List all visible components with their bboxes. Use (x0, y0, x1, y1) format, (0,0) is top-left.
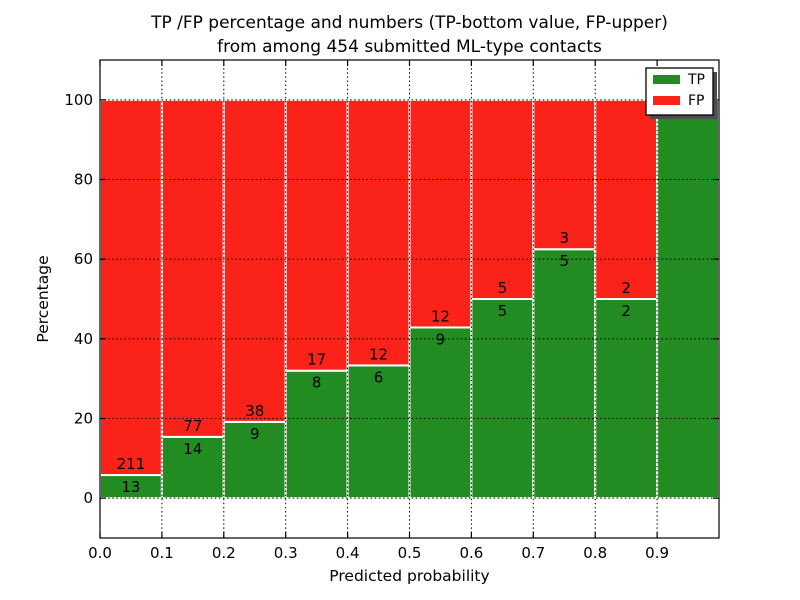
tp-count-label: 8 (312, 374, 322, 392)
y-axis-label: Percentage (34, 255, 52, 342)
bar-fp-segment (99, 98, 163, 477)
bar-fp-segment (222, 98, 287, 423)
fp-count-label: 211 (117, 455, 146, 473)
x-tick-label: 0.7 (521, 544, 545, 562)
tp-count-label: 9 (250, 425, 260, 443)
x-tick-label: 0.4 (336, 544, 360, 562)
fp-count-label: 38 (245, 402, 264, 420)
tp-count-label: 14 (183, 440, 202, 458)
tick-labels-layer: 0.0 0.1 0.2 0.3 0.4 0.5 0.6 0.7 0.8 0.9 0 20 40 60 80 1… (64, 91, 669, 562)
bar-tp-segment (594, 298, 659, 500)
axes-frame-layer (99, 59, 720, 539)
fp-count-label: 77 (183, 417, 202, 435)
bar-fp-segment (160, 98, 225, 438)
bar-fp-segment (408, 98, 473, 329)
x-axis-label: Predicted probability (329, 567, 489, 585)
bars-layer (99, 98, 720, 500)
fp-count-label: 3 (559, 229, 569, 247)
tp-count-label: 6 (374, 368, 384, 386)
bar-fp-segment (284, 98, 349, 372)
y-tick-label: 40 (74, 330, 93, 348)
y-tick-label: 20 (74, 410, 93, 428)
legend: TP FP (645, 67, 717, 119)
tp-count-label: 13 (121, 478, 140, 496)
x-tick-label: 0.1 (150, 544, 174, 562)
x-tick-label: 0.6 (459, 544, 483, 562)
grid-layer (100, 60, 719, 538)
legend-label-tp: TP (687, 72, 705, 88)
tp-count-label: 2 (621, 302, 631, 320)
tp-count-label: 5 (559, 252, 569, 270)
bar-tp-segment (470, 298, 535, 500)
tp-count-label: 5 (498, 302, 508, 320)
bar-tp-segment (656, 98, 720, 500)
bar-fp-segment (532, 98, 597, 251)
bar-fp-segment (470, 98, 535, 301)
y-tick-label: 60 (74, 250, 93, 268)
x-tick-label: 0.3 (274, 544, 298, 562)
legend-label-fp: FP (688, 93, 705, 109)
y-tick-label: 100 (64, 91, 93, 109)
legend-swatch-tp (653, 75, 680, 84)
chart-title-line2: from among 454 submitted ML-type contact… (217, 37, 602, 57)
fp-count-label: 2 (621, 279, 631, 297)
legend-swatch-fp (653, 96, 680, 105)
y-tick-label: 0 (83, 489, 93, 507)
x-tick-label: 0.2 (212, 544, 236, 562)
x-tick-label: 0.5 (398, 544, 422, 562)
chart-title-line1: TP /FP percentage and numbers (TP-bottom… (150, 13, 668, 33)
fp-count-label: 12 (431, 307, 450, 325)
fp-count-label: 12 (369, 345, 388, 363)
bar-fp-segment (594, 98, 659, 301)
fp-count-label: 5 (498, 279, 508, 297)
bar-fp-segment (346, 98, 411, 367)
bar-tp-segment (532, 248, 597, 500)
tp-count-label: 9 (436, 330, 446, 348)
x-tick-label: 0.8 (583, 544, 607, 562)
fp-count-label: 17 (307, 351, 326, 369)
y-tick-label: 80 (74, 171, 93, 189)
bar-tp-segment (284, 369, 349, 500)
x-tick-label: 0.0 (88, 544, 112, 562)
bar-tp-segment (408, 326, 473, 500)
x-tick-label: 0.9 (645, 544, 669, 562)
bar-tp-segment (346, 364, 411, 500)
